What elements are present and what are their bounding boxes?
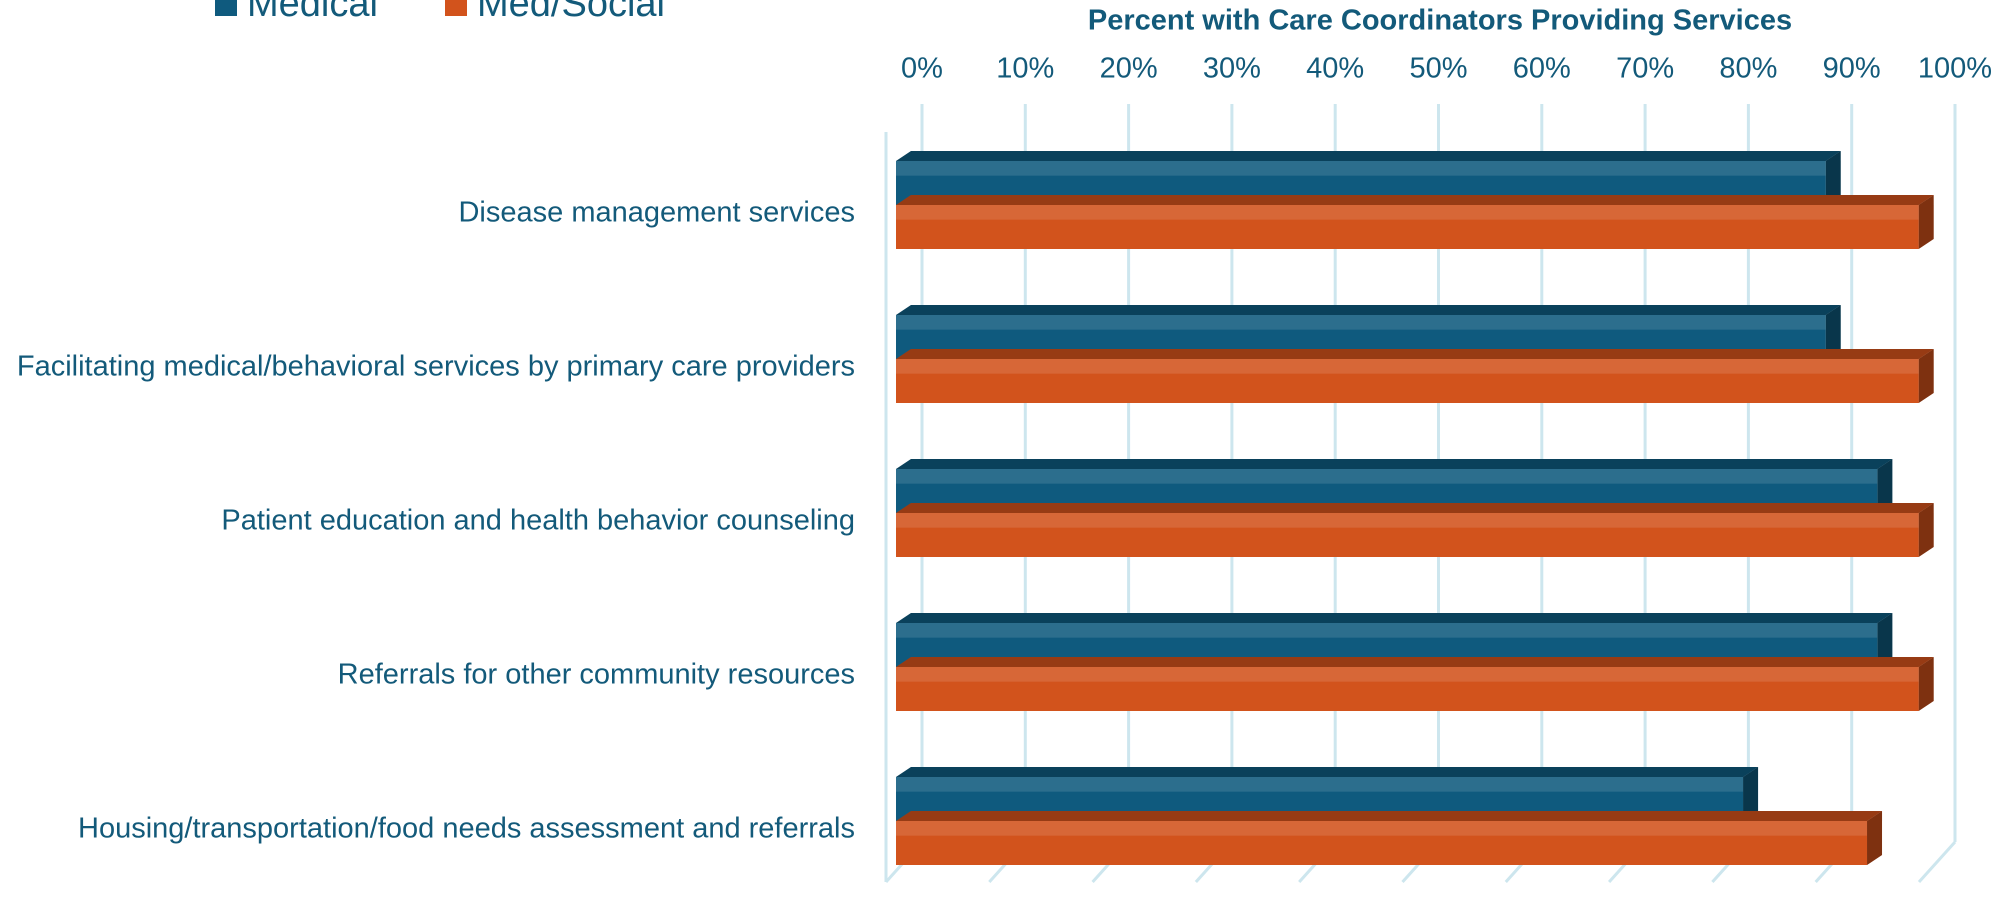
bar-side <box>1867 811 1883 865</box>
x-tick-label: 0% <box>901 53 943 85</box>
bar-side <box>1743 767 1759 821</box>
bar-top <box>896 657 1934 667</box>
shade <box>896 315 1826 330</box>
bar <box>896 821 1868 865</box>
bar-top <box>896 349 1934 359</box>
x-tick-label: 20% <box>1100 53 1158 85</box>
bar-side <box>1918 349 1934 403</box>
bar-side <box>1825 151 1841 205</box>
x-tick-label: 60% <box>1513 53 1571 85</box>
category-label: Patient education and health behavior co… <box>221 505 855 537</box>
shade <box>896 349 1934 359</box>
shade <box>896 767 1759 777</box>
shade <box>1825 305 1841 359</box>
shade <box>896 469 1878 484</box>
shade <box>896 195 1934 205</box>
x-tick-label: 50% <box>1409 53 1467 85</box>
bar-side <box>1877 613 1893 667</box>
shade <box>1867 811 1883 865</box>
shade <box>1918 657 1934 711</box>
bar <box>896 667 1919 711</box>
bar-top <box>896 613 1893 623</box>
x-tick-label: 30% <box>1203 53 1261 85</box>
x-tick-label: 40% <box>1306 53 1364 85</box>
bar <box>896 513 1919 557</box>
shade <box>896 151 1841 161</box>
shade <box>896 305 1841 315</box>
shade <box>1877 459 1893 513</box>
x-tick-label: 100% <box>1918 53 1992 85</box>
bar-side <box>1918 195 1934 249</box>
legend-label: Medical <box>247 0 378 25</box>
shade <box>896 459 1893 469</box>
bar-top <box>896 767 1759 777</box>
legend-swatch <box>215 0 237 16</box>
grid-floor <box>1917 840 1957 884</box>
x-tick-label: 90% <box>1823 53 1881 85</box>
category-label: Disease management services <box>458 197 855 229</box>
bar-side <box>1825 305 1841 359</box>
category-label: Facilitating medical/behavioral services… <box>17 351 855 383</box>
bar-side <box>1918 657 1934 711</box>
shade <box>1743 767 1759 821</box>
category-label: Referrals for other community resources <box>338 659 855 691</box>
legend-swatch <box>445 0 467 16</box>
shade <box>896 513 1919 528</box>
shade <box>1825 151 1841 205</box>
shade <box>896 811 1883 821</box>
bar-top <box>896 195 1934 205</box>
bar-top <box>896 151 1841 161</box>
bar-side <box>1918 503 1934 557</box>
bar <box>896 359 1919 403</box>
shade <box>1918 503 1934 557</box>
category-label: Housing/transportation/food needs assess… <box>78 813 855 845</box>
shade <box>896 161 1826 176</box>
shade <box>896 667 1919 682</box>
chart-title: Percent with Care Coordinators Providing… <box>1088 5 1792 37</box>
shade <box>896 613 1893 623</box>
shade <box>896 821 1868 836</box>
bar-top <box>896 811 1883 821</box>
bar-top <box>896 503 1934 513</box>
shade <box>896 205 1919 220</box>
bar-top <box>896 459 1893 469</box>
shade <box>1918 195 1934 249</box>
x-tick-label: 80% <box>1719 53 1777 85</box>
shade <box>1918 349 1934 403</box>
shade <box>896 777 1744 792</box>
shade <box>896 503 1934 513</box>
shade <box>1877 613 1893 667</box>
shade <box>896 657 1934 667</box>
bar <box>896 205 1919 249</box>
bar-side <box>1877 459 1893 513</box>
x-tick-label: 10% <box>996 53 1054 85</box>
legend-label: Med/Social <box>477 0 665 25</box>
shade <box>896 623 1878 638</box>
shade <box>896 359 1919 374</box>
bar-top <box>896 305 1841 315</box>
x-tick-label: 70% <box>1616 53 1674 85</box>
